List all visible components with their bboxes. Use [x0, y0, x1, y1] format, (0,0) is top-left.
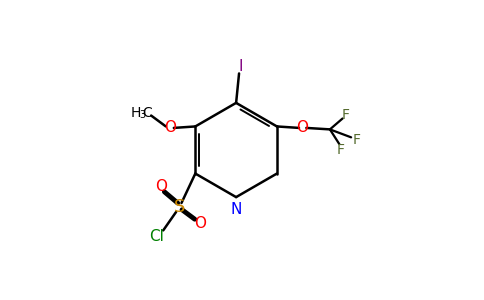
- Text: O: O: [297, 120, 308, 135]
- Text: F: F: [352, 133, 361, 147]
- Text: F: F: [342, 108, 349, 122]
- Text: I: I: [238, 58, 243, 74]
- Text: Cl: Cl: [149, 229, 164, 244]
- Text: 3: 3: [139, 110, 145, 120]
- Text: H: H: [131, 106, 141, 120]
- Text: O: O: [194, 215, 206, 230]
- Text: F: F: [336, 143, 344, 157]
- Text: S: S: [173, 198, 185, 216]
- Text: C: C: [142, 106, 152, 120]
- Text: O: O: [164, 120, 176, 135]
- Text: O: O: [155, 179, 167, 194]
- Text: N: N: [230, 202, 242, 217]
